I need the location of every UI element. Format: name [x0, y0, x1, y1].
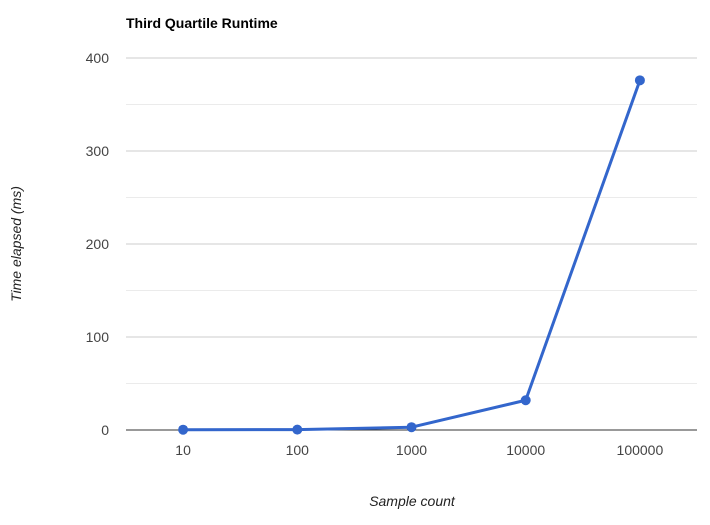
x-tick-label: 10000	[506, 442, 545, 458]
x-axis-title: Sample count	[369, 493, 456, 509]
data-point[interactable]	[406, 422, 417, 433]
data-point[interactable]	[520, 395, 531, 406]
y-tick-label: 400	[86, 50, 110, 66]
data-point[interactable]	[634, 75, 645, 86]
x-tick-label: 1000	[396, 442, 427, 458]
y-axis-tick-labels: 0 100 200 300 400	[86, 50, 110, 438]
data-point[interactable]	[178, 424, 189, 435]
gridlines	[126, 57, 697, 431]
series-line	[181, 78, 642, 432]
chart-title: Third Quartile Runtime	[126, 15, 278, 31]
data-point[interactable]	[292, 424, 303, 435]
x-tick-label: 100000	[617, 442, 664, 458]
y-axis-title: Time elapsed (ms)	[8, 186, 24, 302]
x-tick-label: 10	[175, 442, 191, 458]
x-axis-tick-labels: 10 100 1000 10000 100000	[175, 442, 663, 458]
y-tick-label: 100	[86, 329, 110, 345]
y-tick-label: 300	[86, 143, 110, 159]
y-tick-label: 0	[101, 422, 109, 438]
y-tick-label: 200	[86, 236, 110, 252]
series-layer	[178, 75, 645, 435]
x-tick-label: 100	[286, 442, 310, 458]
